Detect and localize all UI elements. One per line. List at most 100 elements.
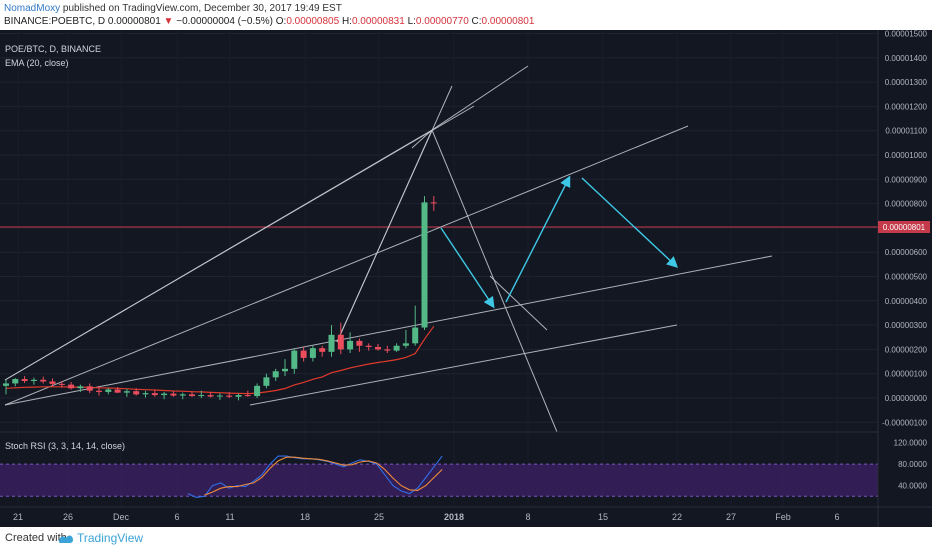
time-tick-label: Dec	[113, 512, 130, 522]
candle-body	[3, 383, 9, 386]
trend-line[interactable]	[4, 129, 433, 381]
candle-body	[300, 350, 307, 358]
candle-body	[189, 394, 195, 397]
time-tick-label: 27	[726, 512, 736, 522]
price-tick-label: 0.00000300	[885, 321, 928, 330]
candle-body	[282, 368, 288, 372]
price-tick-label: 0.00000900	[885, 175, 928, 184]
candle-body	[40, 379, 47, 382]
change-down-icon: ▼	[163, 16, 174, 27]
trend-line[interactable]	[431, 65, 529, 131]
price-tick-label: 0.00000500	[885, 273, 928, 282]
open-value: 0.00000805	[286, 16, 340, 27]
time-tick-label: 6	[174, 512, 179, 522]
time-tick-label: 21	[13, 512, 23, 522]
change-text: −0.00000004 (−0.5%)	[176, 16, 273, 27]
chart-background	[0, 30, 932, 527]
author-link[interactable]: NomadMoxy	[4, 3, 61, 14]
symbol-label: BINANCE:POEBTC, D	[4, 16, 106, 27]
price-chart[interactable]: 0.000016000.000015000.000014000.00001300…	[0, 30, 932, 527]
candle-body	[328, 334, 335, 352]
price-badge-group: 0.00000801	[878, 221, 930, 233]
stoch-d-line	[204, 456, 443, 496]
time-tick-label: 22	[672, 512, 682, 522]
trend-line[interactable]	[489, 275, 548, 331]
price-axis[interactable]: 0.000016000.000015000.000014000.00001300…	[877, 30, 928, 527]
trend-line[interactable]	[249, 324, 678, 406]
candle-body	[96, 390, 102, 392]
candle-body	[402, 343, 409, 346]
candle-body	[161, 393, 168, 396]
price-tick-label: 0.00001500	[885, 30, 928, 39]
publish-line: NomadMoxy published on TradingView.com, …	[4, 3, 342, 14]
price-badge-bg	[878, 221, 930, 233]
arrows-layer	[440, 175, 679, 309]
time-tick-label: 6	[834, 512, 839, 522]
price-tick-label: 0.00001400	[885, 54, 928, 63]
candle-body	[68, 384, 75, 389]
trend-line[interactable]	[336, 129, 433, 343]
candle-body	[244, 395, 251, 397]
trend-line[interactable]	[4, 125, 689, 406]
time-tick-label: 2018	[444, 512, 464, 522]
candle-body	[430, 202, 437, 204]
trend-line[interactable]	[411, 129, 433, 149]
candle-body	[30, 379, 37, 381]
price-tick-label: 0.00001200	[885, 102, 928, 111]
candle-body	[384, 349, 391, 351]
stoch-panel[interactable]	[0, 431, 878, 498]
candle-body	[142, 393, 149, 395]
candle-body	[58, 383, 65, 385]
projection-arrow[interactable]	[505, 175, 571, 303]
candle-body	[393, 345, 400, 351]
published-text: published on TradingView.com, December 3…	[62, 3, 342, 14]
time-tick-label: 26	[63, 512, 73, 522]
candle-body	[272, 371, 279, 378]
tradingview-link[interactable]: TradingView	[77, 531, 144, 545]
close-label: C:	[471, 16, 482, 27]
footer: Created with TradingView	[0, 527, 932, 550]
grid	[0, 30, 878, 507]
candle-body	[21, 379, 28, 381]
price-tick-label: 0.00001300	[885, 78, 928, 87]
candle-body	[216, 395, 223, 397]
tradingview-logo-icon	[59, 535, 73, 543]
trend-drawings	[4, 65, 773, 433]
time-tick-label: 25	[374, 512, 384, 522]
price-tick-label: 0.00000600	[885, 248, 928, 257]
candle-body	[254, 385, 261, 397]
candle-body	[235, 395, 242, 397]
price-tick-label: 0.00001000	[885, 151, 928, 160]
candle-body	[198, 395, 205, 397]
pair-legend: POE/BTC, D, BINANCE	[5, 44, 101, 54]
ema-legend: EMA (20, close)	[5, 58, 69, 68]
candle-body	[49, 381, 56, 384]
ema-layer	[5, 325, 435, 395]
publish-header: NomadMoxy published on TradingView.com, …	[0, 0, 932, 30]
trend-line[interactable]	[4, 255, 773, 406]
stoch-tick-label: 80.0000	[898, 460, 927, 469]
price-tick-label: -0.00000100	[882, 418, 927, 427]
trend-line[interactable]	[431, 129, 558, 433]
time-tick-label: 18	[300, 512, 310, 522]
open-label: O:	[275, 16, 287, 27]
last-price: 0.00000801	[107, 16, 161, 27]
low-label: L:	[407, 16, 416, 27]
price-tick-label: 0.00000800	[885, 200, 928, 209]
candle-body	[12, 379, 19, 384]
candle-body	[114, 389, 121, 393]
candle-body	[77, 386, 84, 389]
projection-arrow[interactable]	[440, 227, 495, 309]
price-tick-label: 0.00000200	[885, 345, 928, 354]
projection-arrow[interactable]	[581, 177, 679, 268]
stoch-legend: Stoch RSI (3, 3, 14, 14, close)	[5, 441, 125, 451]
created-with-label: Created with	[5, 532, 67, 544]
high-value: 0.00000831	[351, 16, 405, 27]
stoch-tick-label: 40.0000	[898, 482, 927, 491]
time-axis[interactable]: 21 26 Dec 6 11 18 25 2018 8 15 22 27 Feb 6	[0, 506, 932, 522]
high-label: H:	[341, 16, 352, 27]
ohlc-line: BINANCE:POEBTC, D 0.00000801 ▼ −0.000000…	[4, 16, 534, 27]
candle-body	[291, 350, 298, 369]
candle-body	[86, 386, 93, 391]
candle-body	[133, 391, 140, 395]
